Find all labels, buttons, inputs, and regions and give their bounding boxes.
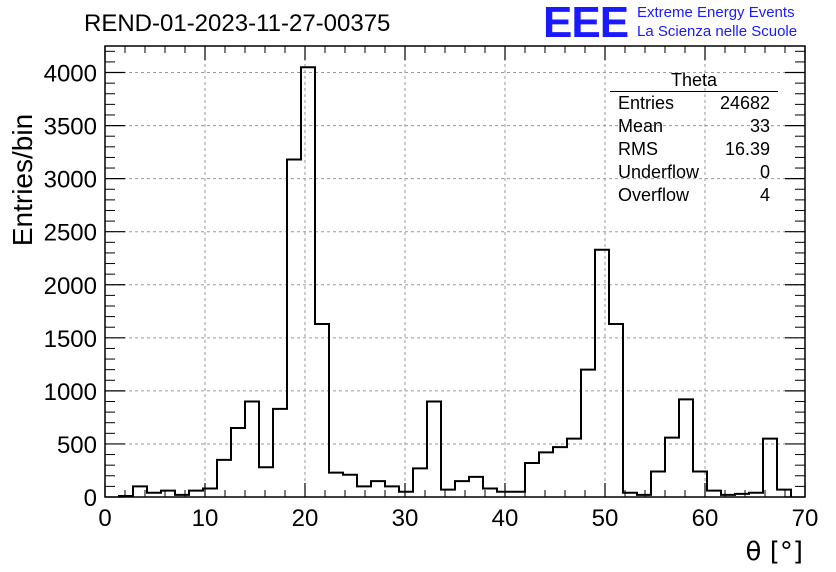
stats-row-entries: Entries 24682	[610, 92, 778, 115]
stats-label: Entries	[618, 93, 675, 113]
logo-caption-line2: La Scienza nelle Scuole	[637, 23, 798, 40]
grid-lines	[105, 46, 805, 497]
stats-label: Underflow	[618, 162, 700, 182]
histogram-path	[118, 66, 792, 497]
x-tick-label: 40	[492, 505, 519, 532]
y-tick-label: 1000	[44, 379, 97, 406]
stats-label: Overflow	[618, 185, 690, 205]
x-tick-label: 0	[98, 505, 111, 532]
logo-caption: Extreme Energy Events La Scienza nelle S…	[637, 3, 797, 41]
stats-row-underflow: Underflow 0	[610, 161, 778, 184]
y-tick-label: 3500	[44, 114, 97, 141]
y-tick-label: 2000	[44, 273, 97, 300]
y-tick-label: 4000	[44, 61, 97, 88]
page-title: REND-01-2023-11-27-00375	[84, 10, 391, 37]
y-axis-label: Entries/bin	[7, 114, 38, 246]
stats-row-overflow: Overflow 4	[610, 184, 778, 207]
y-tick-label: 0	[84, 485, 97, 512]
stats-title: Theta	[610, 70, 778, 92]
x-axis-label: θ [°]	[746, 537, 803, 567]
y-tick-label: 3000	[44, 167, 97, 194]
stats-label: Mean	[618, 116, 664, 136]
stats-box: Theta Entries 24682 Mean 33 RMS 16.39 Under…	[610, 70, 778, 207]
axis-ticks	[104, 46, 806, 498]
y-tick-label: 2500	[44, 220, 97, 247]
x-tick-label: 50	[592, 505, 619, 532]
logo-caption-line1: Extreme Energy Events	[637, 4, 795, 21]
stats-value: 4	[759, 185, 770, 205]
stats-row-rms: RMS 16.39	[610, 138, 778, 161]
stats-value: 16.39	[724, 139, 770, 159]
x-tick-label: 10	[192, 505, 219, 532]
x-tick-label: 20	[292, 505, 319, 532]
y-tick-label: 500	[57, 432, 97, 459]
x-tick-label: 70	[792, 505, 819, 532]
eee-logo: EEE	[543, 0, 629, 47]
stats-value: 24682	[719, 93, 770, 113]
stats-row-mean: Mean 33	[610, 115, 778, 138]
stats-label: RMS	[618, 139, 658, 159]
y-tick-label: 1500	[44, 326, 97, 353]
x-tick-label: 60	[692, 505, 719, 532]
x-tick-label: 30	[392, 505, 419, 532]
stats-value: 0	[759, 162, 770, 182]
stats-value: 33	[749, 116, 770, 136]
plot-frame	[104, 45, 806, 498]
